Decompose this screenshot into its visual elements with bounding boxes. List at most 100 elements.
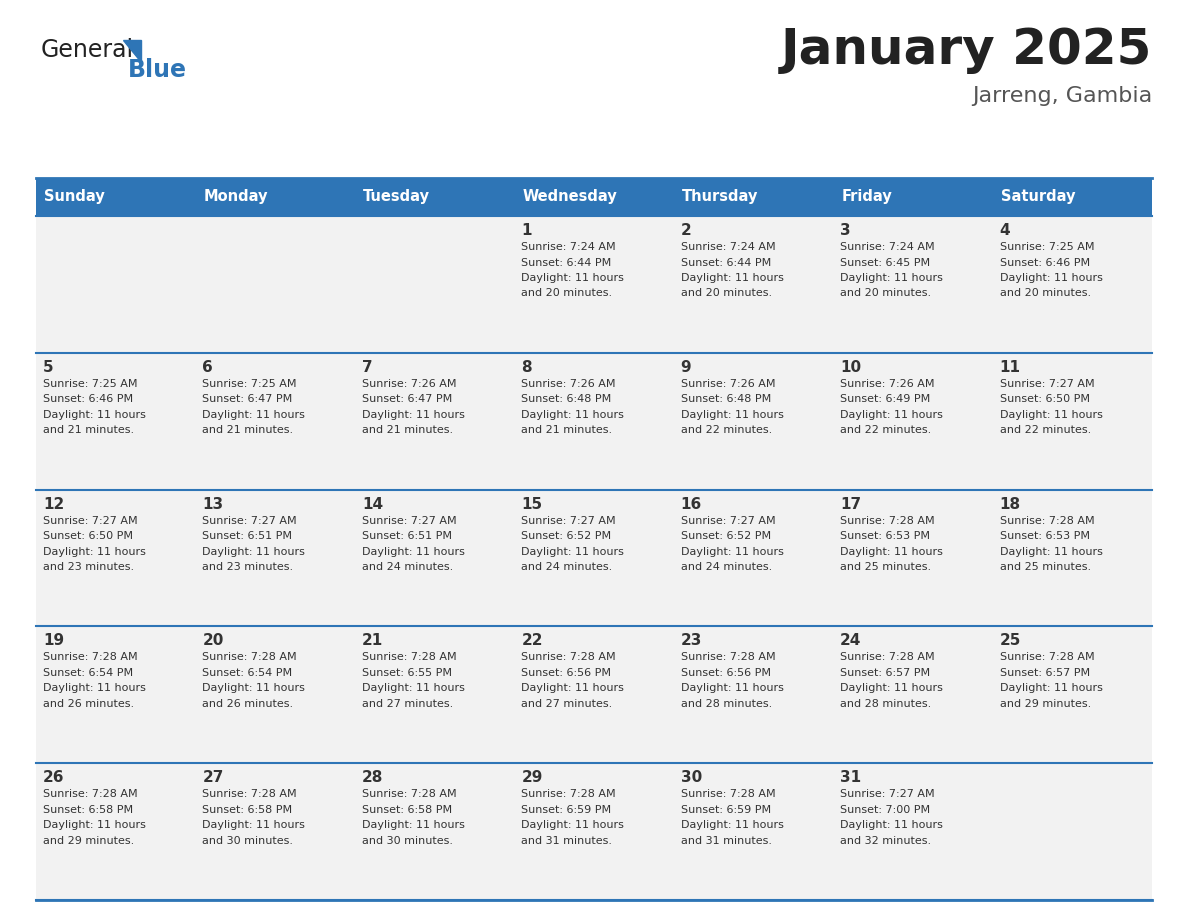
Text: Sunday: Sunday — [44, 189, 105, 205]
Text: Sunrise: 7:28 AM: Sunrise: 7:28 AM — [840, 653, 935, 663]
Text: Sunrise: 7:28 AM: Sunrise: 7:28 AM — [362, 653, 456, 663]
Text: Sunrise: 7:27 AM: Sunrise: 7:27 AM — [681, 516, 776, 526]
Bar — [36, 353, 1152, 489]
Text: Daylight: 11 hours: Daylight: 11 hours — [840, 273, 943, 283]
Text: Daylight: 11 hours: Daylight: 11 hours — [681, 683, 784, 693]
Text: Daylight: 11 hours: Daylight: 11 hours — [522, 273, 624, 283]
Text: Sunset: 6:59 PM: Sunset: 6:59 PM — [522, 805, 612, 814]
Text: Sunset: 6:46 PM: Sunset: 6:46 PM — [43, 395, 133, 404]
Bar — [36, 626, 1152, 763]
Text: 18: 18 — [999, 497, 1020, 511]
Text: and 22 minutes.: and 22 minutes. — [840, 425, 931, 435]
Text: 9: 9 — [681, 360, 691, 375]
Text: January 2025: January 2025 — [781, 26, 1152, 74]
Text: Sunrise: 7:28 AM: Sunrise: 7:28 AM — [999, 653, 1094, 663]
Text: Sunset: 6:46 PM: Sunset: 6:46 PM — [999, 258, 1089, 267]
Text: 4: 4 — [999, 223, 1010, 238]
Text: and 29 minutes.: and 29 minutes. — [43, 835, 134, 845]
Text: Daylight: 11 hours: Daylight: 11 hours — [43, 820, 146, 830]
Text: 29: 29 — [522, 770, 543, 785]
Bar — [196, 178, 355, 216]
Text: 17: 17 — [840, 497, 861, 511]
Text: Daylight: 11 hours: Daylight: 11 hours — [522, 683, 624, 693]
Text: Sunset: 6:44 PM: Sunset: 6:44 PM — [681, 258, 771, 267]
Text: Sunset: 6:57 PM: Sunset: 6:57 PM — [840, 668, 930, 677]
Text: Sunset: 6:47 PM: Sunset: 6:47 PM — [202, 395, 292, 404]
Text: and 32 minutes.: and 32 minutes. — [840, 835, 931, 845]
Text: Sunset: 6:47 PM: Sunset: 6:47 PM — [362, 395, 453, 404]
Text: 2: 2 — [681, 223, 691, 238]
Text: Sunset: 6:56 PM: Sunset: 6:56 PM — [681, 668, 771, 677]
Text: Sunrise: 7:25 AM: Sunrise: 7:25 AM — [43, 379, 138, 389]
Text: Jarreng, Gambia: Jarreng, Gambia — [972, 86, 1152, 106]
Text: Sunset: 6:54 PM: Sunset: 6:54 PM — [43, 668, 133, 677]
Text: and 21 minutes.: and 21 minutes. — [362, 425, 453, 435]
Text: Saturday: Saturday — [1000, 189, 1075, 205]
Text: Sunset: 6:59 PM: Sunset: 6:59 PM — [681, 805, 771, 814]
Text: Sunrise: 7:28 AM: Sunrise: 7:28 AM — [840, 516, 935, 526]
Text: Daylight: 11 hours: Daylight: 11 hours — [999, 409, 1102, 420]
Text: Daylight: 11 hours: Daylight: 11 hours — [999, 273, 1102, 283]
Text: Sunrise: 7:28 AM: Sunrise: 7:28 AM — [362, 789, 456, 800]
Bar — [36, 763, 1152, 900]
Text: and 28 minutes.: and 28 minutes. — [681, 699, 772, 709]
Text: Sunrise: 7:27 AM: Sunrise: 7:27 AM — [999, 379, 1094, 389]
Text: and 20 minutes.: and 20 minutes. — [999, 288, 1091, 298]
Text: Friday: Friday — [841, 189, 892, 205]
Text: and 26 minutes.: and 26 minutes. — [202, 699, 293, 709]
Bar — [36, 489, 1152, 626]
Text: and 22 minutes.: and 22 minutes. — [681, 425, 772, 435]
Text: Sunset: 6:44 PM: Sunset: 6:44 PM — [522, 258, 612, 267]
Text: and 25 minutes.: and 25 minutes. — [999, 562, 1091, 572]
Text: 21: 21 — [362, 633, 383, 648]
Text: and 23 minutes.: and 23 minutes. — [43, 562, 134, 572]
Text: Sunset: 6:54 PM: Sunset: 6:54 PM — [202, 668, 292, 677]
Text: 27: 27 — [202, 770, 223, 785]
Text: Sunrise: 7:28 AM: Sunrise: 7:28 AM — [202, 789, 297, 800]
Bar — [355, 178, 514, 216]
Bar — [36, 216, 1152, 353]
Text: Sunset: 6:48 PM: Sunset: 6:48 PM — [522, 395, 612, 404]
Text: Daylight: 11 hours: Daylight: 11 hours — [681, 820, 784, 830]
Text: 31: 31 — [840, 770, 861, 785]
Text: and 31 minutes.: and 31 minutes. — [522, 835, 612, 845]
Text: Sunset: 6:49 PM: Sunset: 6:49 PM — [840, 395, 930, 404]
Text: Daylight: 11 hours: Daylight: 11 hours — [840, 409, 943, 420]
Text: 8: 8 — [522, 360, 532, 375]
Text: Sunset: 6:57 PM: Sunset: 6:57 PM — [999, 668, 1089, 677]
Text: Daylight: 11 hours: Daylight: 11 hours — [43, 683, 146, 693]
Text: Sunrise: 7:27 AM: Sunrise: 7:27 AM — [840, 789, 935, 800]
Text: and 30 minutes.: and 30 minutes. — [362, 835, 453, 845]
Text: and 23 minutes.: and 23 minutes. — [202, 562, 293, 572]
Text: Daylight: 11 hours: Daylight: 11 hours — [202, 546, 305, 556]
Text: Sunset: 7:00 PM: Sunset: 7:00 PM — [840, 805, 930, 814]
Text: Sunrise: 7:28 AM: Sunrise: 7:28 AM — [202, 653, 297, 663]
Polygon shape — [124, 40, 141, 62]
Text: and 24 minutes.: and 24 minutes. — [522, 562, 613, 572]
Bar — [992, 178, 1152, 216]
Text: 24: 24 — [840, 633, 861, 648]
Text: Monday: Monday — [203, 189, 268, 205]
Text: Daylight: 11 hours: Daylight: 11 hours — [840, 820, 943, 830]
Text: Sunrise: 7:28 AM: Sunrise: 7:28 AM — [681, 789, 776, 800]
Text: 11: 11 — [999, 360, 1020, 375]
Text: Tuesday: Tuesday — [362, 189, 430, 205]
Text: Daylight: 11 hours: Daylight: 11 hours — [840, 546, 943, 556]
Text: 25: 25 — [999, 633, 1020, 648]
Text: and 22 minutes.: and 22 minutes. — [999, 425, 1091, 435]
Text: Sunrise: 7:25 AM: Sunrise: 7:25 AM — [999, 242, 1094, 252]
Text: Daylight: 11 hours: Daylight: 11 hours — [362, 409, 465, 420]
Text: Wednesday: Wednesday — [523, 189, 617, 205]
Text: 16: 16 — [681, 497, 702, 511]
Text: Sunset: 6:52 PM: Sunset: 6:52 PM — [522, 532, 612, 541]
Text: Daylight: 11 hours: Daylight: 11 hours — [362, 546, 465, 556]
Text: and 26 minutes.: and 26 minutes. — [43, 699, 134, 709]
Text: Sunrise: 7:24 AM: Sunrise: 7:24 AM — [840, 242, 935, 252]
Text: Daylight: 11 hours: Daylight: 11 hours — [202, 820, 305, 830]
Text: Daylight: 11 hours: Daylight: 11 hours — [43, 409, 146, 420]
Text: Daylight: 11 hours: Daylight: 11 hours — [681, 273, 784, 283]
Text: Sunrise: 7:26 AM: Sunrise: 7:26 AM — [362, 379, 456, 389]
Text: Sunset: 6:55 PM: Sunset: 6:55 PM — [362, 668, 451, 677]
Text: Sunset: 6:53 PM: Sunset: 6:53 PM — [840, 532, 930, 541]
Text: 3: 3 — [840, 223, 851, 238]
